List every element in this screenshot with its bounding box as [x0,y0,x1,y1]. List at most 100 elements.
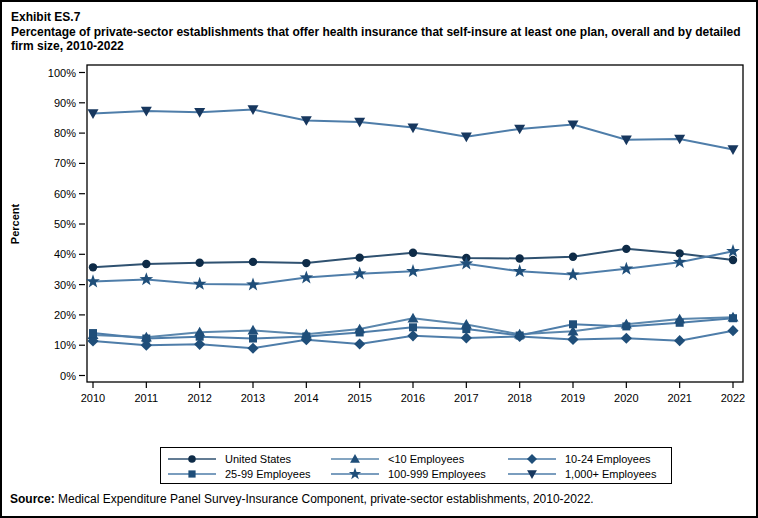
data-point [354,338,365,349]
y-tick-label: 40% [54,248,76,260]
legend-item: <10 Employees [331,452,508,466]
x-tick-label: 2016 [401,392,425,404]
legend-label: <10 Employees [388,453,464,465]
x-tick-label: 2011 [135,392,159,404]
y-tick-label: 10% [54,339,76,351]
data-point [569,253,577,261]
diamond-marker-icon [527,453,537,463]
data-point [139,272,153,285]
data-point [193,277,207,290]
data-point [246,277,260,290]
source-label: Source: [10,492,55,506]
x-tick-label: 2020 [614,392,638,404]
y-tick-label: 30% [54,279,76,291]
source-text: Medical Expenditure Panel Survey-Insuran… [55,492,594,506]
data-point [247,343,258,354]
x-tick-label: 2015 [347,392,371,404]
data-point [142,335,150,343]
y-tick-label: 0% [60,370,76,382]
x-tick-label: 2010 [81,392,105,404]
data-point [513,264,527,277]
data-point [566,267,580,280]
x-tick-label: 2019 [561,392,585,404]
x-tick-label: 2022 [721,392,745,404]
data-point [89,329,97,337]
legend-label: 25-99 Employees [225,468,311,480]
data-point [299,270,313,283]
line-chart: 0% 10% 20% 30% 40% 50% 60% 70% 80% 90% 100% 2010 201… [2,2,758,420]
legend-item: 100-999 Employees [331,467,508,481]
legend-item: United States [168,452,331,466]
data-point [619,262,633,275]
y-tick-label: 80% [54,127,76,139]
data-point [409,323,417,331]
square-marker-icon [188,470,195,477]
data-point [728,145,739,155]
source-note: Source: Medical Expenditure Panel Survey… [10,492,594,506]
y-tick-label: 50% [54,218,76,230]
data-point [622,322,630,330]
legend-label: 10-24 Employees [565,453,651,465]
data-point [407,330,418,341]
legend-item: 1,000+ Employees [508,467,671,481]
legend-item: 10-24 Employees [508,452,671,466]
data-point [356,328,364,336]
square-legend-sample [168,467,216,481]
x-tick-label: 2014 [294,392,318,404]
star-legend-sample [331,467,379,481]
data-point [302,259,310,267]
star-marker-icon [349,467,361,479]
data-point [462,325,470,333]
y-tick-label: 90% [54,97,76,109]
y-tick-label: 70% [54,157,76,169]
legend-label: 1,000+ Employees [565,468,656,480]
legend-label: United States [225,453,291,465]
data-point [516,332,524,340]
data-point [89,263,97,271]
data-point [676,319,684,327]
data-point [408,313,419,323]
data-point [729,256,737,264]
data-point [195,259,203,267]
x-tick-label: 2018 [507,392,531,404]
data-point [196,333,204,341]
chart-legend: United States <10 Employees 10-24 Employee… [160,447,672,484]
data-point [461,332,472,343]
data-point [567,334,578,345]
data-point [515,254,523,262]
diamond-legend-sample [508,452,556,466]
data-point [673,255,687,268]
data-point [569,320,577,328]
data-point [622,245,630,253]
data-point [249,258,257,266]
y-axis-title: Percent [9,203,21,244]
data-point [355,253,363,261]
x-tick-label: 2021 [667,392,691,404]
data-point [249,335,257,343]
x-tick-label: 2012 [187,392,211,404]
data-point [674,335,685,346]
y-tick-label: 100% [48,67,76,79]
x-tick-label: 2013 [241,392,265,404]
data-point [461,133,472,143]
data-point [406,264,420,277]
circle-legend-sample [168,452,216,466]
triangle-down-legend-sample [508,467,556,481]
triangle-up-legend-sample [331,452,379,466]
legend-item: 25-99 Employees [168,467,331,481]
data-point [353,266,367,279]
data-point [727,325,738,336]
data-point [142,260,150,268]
circle-marker-icon [188,455,196,463]
data-point [726,244,740,257]
data-point [302,332,310,340]
y-tick-label: 60% [54,188,76,200]
data-point [729,314,737,322]
y-tick-label: 20% [54,309,76,321]
exhibit-figure: Exhibit ES.7 Percentage of private-secto… [0,0,758,518]
data-point [621,333,632,344]
data-point [409,249,417,257]
x-tick-label: 2017 [454,392,478,404]
legend-label: 100-999 Employees [388,468,486,480]
data-point [86,274,100,287]
